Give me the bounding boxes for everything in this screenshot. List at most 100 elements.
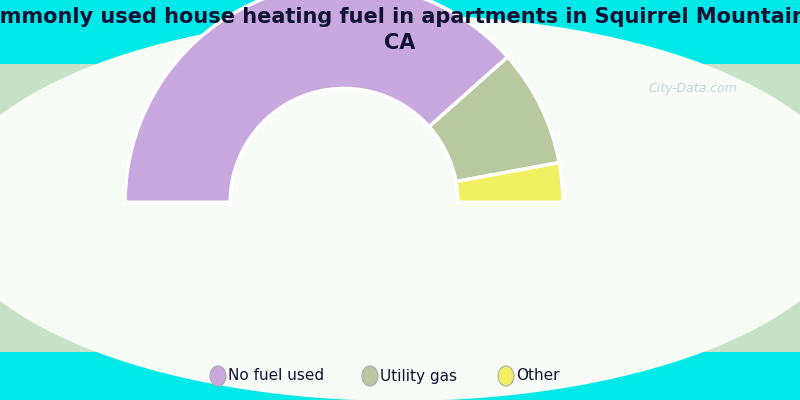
Ellipse shape — [0, 17, 800, 399]
Ellipse shape — [307, 170, 493, 246]
Ellipse shape — [279, 158, 521, 258]
Ellipse shape — [54, 62, 746, 354]
Ellipse shape — [355, 192, 445, 224]
Ellipse shape — [378, 200, 422, 216]
Ellipse shape — [200, 124, 600, 292]
Ellipse shape — [135, 96, 665, 320]
Ellipse shape — [250, 146, 550, 270]
Ellipse shape — [40, 55, 760, 361]
Ellipse shape — [330, 181, 470, 235]
Ellipse shape — [70, 68, 730, 348]
Ellipse shape — [0, 36, 800, 380]
Ellipse shape — [329, 179, 471, 237]
Ellipse shape — [15, 44, 785, 372]
Ellipse shape — [296, 165, 504, 251]
Ellipse shape — [362, 366, 378, 386]
Ellipse shape — [10, 42, 790, 374]
Ellipse shape — [210, 366, 226, 386]
Ellipse shape — [170, 112, 630, 304]
Ellipse shape — [109, 85, 691, 331]
Ellipse shape — [120, 90, 680, 326]
Ellipse shape — [320, 176, 480, 240]
Ellipse shape — [265, 152, 535, 264]
Ellipse shape — [498, 366, 514, 386]
Ellipse shape — [98, 80, 702, 336]
Ellipse shape — [269, 153, 531, 263]
Ellipse shape — [210, 129, 590, 287]
Ellipse shape — [263, 151, 537, 265]
Ellipse shape — [220, 133, 580, 283]
Ellipse shape — [26, 50, 774, 366]
Ellipse shape — [38, 55, 762, 361]
Ellipse shape — [270, 155, 530, 261]
Ellipse shape — [274, 156, 526, 260]
Ellipse shape — [367, 195, 433, 221]
Ellipse shape — [275, 157, 525, 259]
Ellipse shape — [208, 127, 592, 289]
Ellipse shape — [0, 29, 800, 387]
Ellipse shape — [214, 130, 586, 286]
Ellipse shape — [59, 64, 741, 352]
Ellipse shape — [65, 66, 735, 350]
Ellipse shape — [75, 70, 725, 346]
Ellipse shape — [302, 167, 498, 249]
Ellipse shape — [0, 32, 800, 384]
Text: Other: Other — [516, 368, 559, 384]
Ellipse shape — [235, 139, 565, 277]
Ellipse shape — [0, 23, 800, 393]
Ellipse shape — [340, 185, 460, 231]
Ellipse shape — [5, 41, 795, 375]
Ellipse shape — [32, 52, 768, 364]
Ellipse shape — [323, 176, 477, 240]
Ellipse shape — [245, 144, 555, 272]
Ellipse shape — [0, 36, 800, 380]
Ellipse shape — [258, 148, 542, 268]
Ellipse shape — [285, 160, 515, 256]
Ellipse shape — [0, 30, 800, 386]
Ellipse shape — [246, 144, 554, 272]
Ellipse shape — [346, 186, 454, 230]
Ellipse shape — [225, 135, 575, 281]
Ellipse shape — [45, 58, 755, 358]
Ellipse shape — [155, 105, 645, 311]
Ellipse shape — [158, 106, 642, 310]
Text: City-Data.com: City-Data.com — [648, 82, 737, 95]
Ellipse shape — [335, 183, 465, 233]
Ellipse shape — [313, 172, 487, 244]
Ellipse shape — [131, 95, 669, 322]
Ellipse shape — [241, 141, 559, 274]
Ellipse shape — [219, 132, 581, 284]
Ellipse shape — [87, 76, 713, 340]
Ellipse shape — [0, 32, 800, 384]
Ellipse shape — [334, 181, 466, 235]
Ellipse shape — [340, 184, 460, 232]
Ellipse shape — [345, 187, 455, 229]
Ellipse shape — [0, 38, 800, 378]
Ellipse shape — [280, 159, 520, 257]
Ellipse shape — [93, 78, 707, 338]
Ellipse shape — [147, 102, 653, 314]
Ellipse shape — [290, 162, 510, 254]
Ellipse shape — [362, 193, 438, 223]
Ellipse shape — [175, 113, 625, 303]
Ellipse shape — [0, 34, 800, 382]
Ellipse shape — [225, 134, 575, 282]
Ellipse shape — [384, 202, 416, 214]
Ellipse shape — [82, 74, 718, 342]
Ellipse shape — [130, 94, 670, 322]
Bar — [0, 352, 800, 400]
Ellipse shape — [252, 146, 548, 270]
Ellipse shape — [164, 109, 636, 307]
Text: No fuel used: No fuel used — [228, 368, 324, 384]
Ellipse shape — [5, 40, 795, 376]
Ellipse shape — [240, 142, 560, 274]
Ellipse shape — [90, 77, 710, 339]
Ellipse shape — [153, 104, 647, 312]
Ellipse shape — [351, 188, 449, 228]
Ellipse shape — [120, 90, 680, 326]
Ellipse shape — [0, 21, 800, 395]
Ellipse shape — [165, 109, 635, 307]
Ellipse shape — [180, 116, 620, 300]
Ellipse shape — [142, 99, 658, 317]
Ellipse shape — [195, 122, 605, 294]
